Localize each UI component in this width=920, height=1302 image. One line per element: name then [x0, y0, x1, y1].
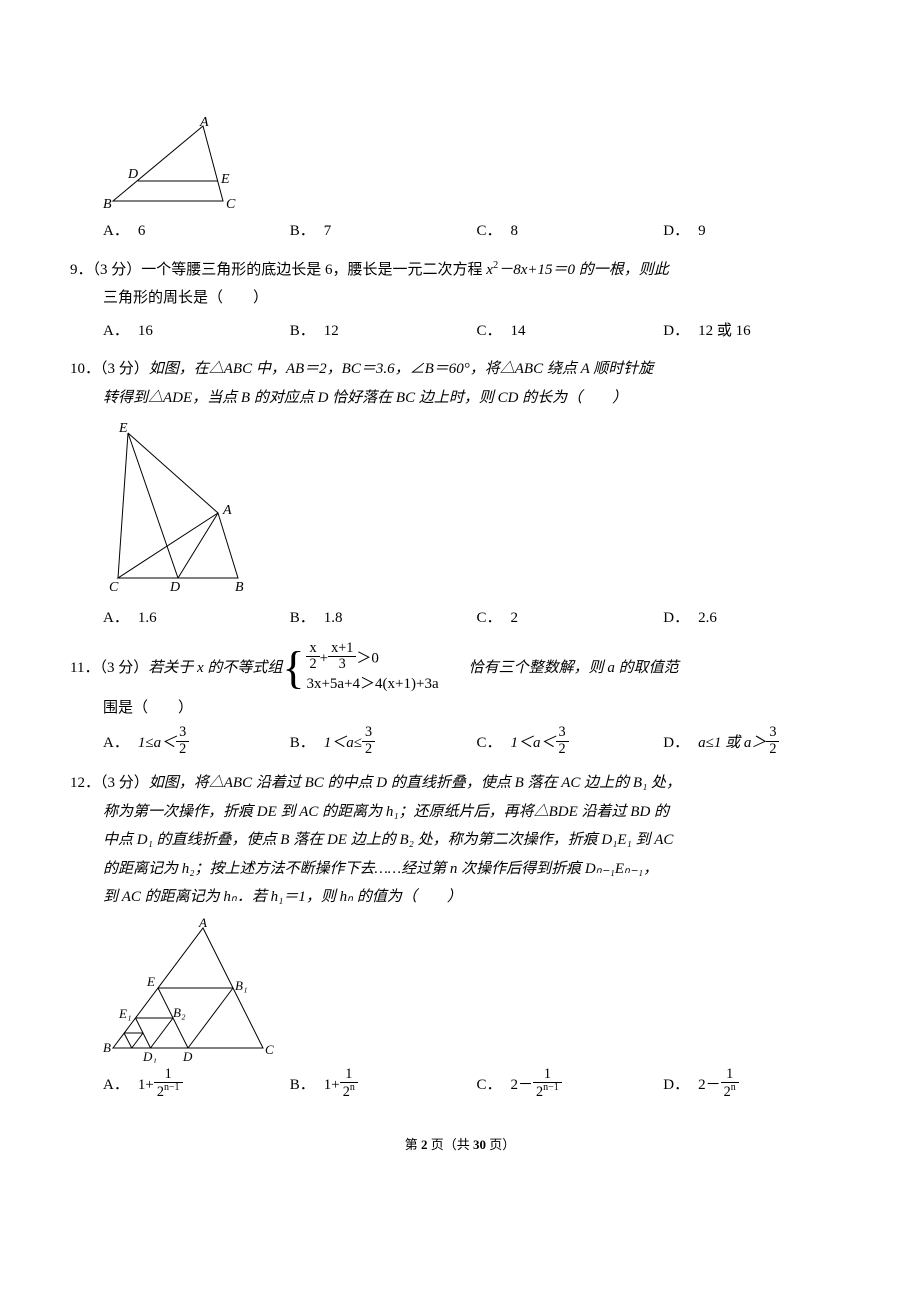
q12-option-c[interactable]: C． 2－ 12n−1 — [477, 1069, 664, 1103]
q8-option-d[interactable]: D．9 — [663, 217, 850, 246]
q11-stem-2: 围是（ ） — [70, 694, 850, 723]
q9-option-d[interactable]: D．12 或 16 — [663, 317, 850, 346]
q10-stem-2: 转得到△ADE，当点 B 的对应点 D 恰好落在 BC 边上时，则 CD 的长为… — [70, 384, 850, 413]
q11-system: { x2+x+13＞0 3x+5a+4＞4(x+1)+3a — [282, 643, 438, 695]
svg-text:B: B — [103, 1040, 111, 1055]
svg-text:B: B — [103, 197, 112, 211]
q10-stem: 10．（3 分）如图，在△ABC 中，AB＝2，BC＝3.6，∠B＝60°，将△… — [70, 355, 850, 384]
svg-text:A: A — [199, 116, 209, 130]
q9-option-c[interactable]: C．14 — [477, 317, 664, 346]
q10-option-b[interactable]: B．1.8 — [290, 604, 477, 633]
svg-text:C: C — [109, 580, 119, 595]
question-10: 10．（3 分）如图，在△ABC 中，AB＝2，BC＝3.6，∠B＝60°，将△… — [70, 355, 850, 633]
q12-line-4: 到 AC 的距离记为 hₙ．若 h₁＝1，则 hₙ 的值为（ ） — [70, 883, 850, 912]
svg-text:C: C — [265, 1042, 274, 1057]
question-12: 12．（3 分）如图，将△ABC 沿着过 BC 的中点 D 的直线折叠，使点 B… — [70, 769, 850, 1103]
question-11: 11．（3 分）若关于 x 的不等式组 { x2+x+13＞0 3x+5a+4＞… — [70, 643, 850, 760]
svg-text:B₂: B₂ — [173, 1005, 186, 1020]
q8-option-c[interactable]: C．8 — [477, 217, 664, 246]
q12-option-a[interactable]: A． 1+ 12n−1 — [103, 1069, 290, 1103]
q9-options: A．16 B．12 C．14 D．12 或 16 — [70, 317, 850, 346]
q10-option-a[interactable]: A．1.6 — [103, 604, 290, 633]
q11-stem: 11．（3 分）若关于 x 的不等式组 { x2+x+13＞0 3x+5a+4＞… — [70, 643, 850, 695]
q10-option-d[interactable]: D．2.6 — [663, 604, 850, 633]
svg-text:D₁: D₁ — [142, 1049, 157, 1063]
q9-stem-2: 三角形的周长是（ ） — [70, 284, 850, 313]
svg-text:E₁: E₁ — [118, 1006, 131, 1021]
svg-text:A: A — [198, 918, 207, 930]
q10-figure: A B C D E — [70, 418, 850, 598]
q12-line-0: 12．（3 分）如图，将△ABC 沿着过 BC 的中点 D 的直线折叠，使点 B… — [70, 769, 850, 798]
svg-text:B: B — [235, 580, 244, 595]
q12-option-d[interactable]: D． 2－ 12n — [663, 1069, 850, 1103]
q10-option-c[interactable]: C．2 — [477, 604, 664, 633]
q10-options: A．1.6 B．1.8 C．2 D．2.6 — [70, 604, 850, 633]
q9-stem: 9．（3 分）一个等腰三角形的底边长是 6，腰长是一元二次方程 x2－8x+15… — [70, 256, 850, 285]
q11-option-d[interactable]: D．a≤1 或 a＞32 — [663, 727, 850, 759]
q12-line-2: 中点 D₁ 的直线折叠，使点 B 落在 DE 边上的 B₂ 处，称为第二次操作，… — [70, 826, 850, 855]
q12-options: A． 1+ 12n−1 B． 1+ 12n C． 2－ 12n−1 D． 2－ … — [70, 1069, 850, 1103]
q11-option-c[interactable]: C．1＜a＜32 — [477, 727, 664, 759]
page-footer: 第 2 页（共 30 页） — [70, 1133, 850, 1158]
q8-options: A．6 B．7 C．8 D．9 — [70, 217, 850, 246]
q8-option-b[interactable]: B．7 — [290, 217, 477, 246]
svg-text:A: A — [222, 503, 232, 518]
svg-text:D: D — [127, 167, 138, 182]
q11-option-a[interactable]: A．1≤a＜32 — [103, 727, 290, 759]
q12-option-b[interactable]: B． 1+ 12n — [290, 1069, 477, 1103]
svg-text:E: E — [118, 421, 128, 436]
q8-figure: A B C D E — [70, 116, 850, 211]
question-8: A B C D E A．6 B．7 C．8 D．9 — [70, 116, 850, 246]
svg-text:D: D — [169, 580, 180, 595]
q11-option-b[interactable]: B．1＜a≤32 — [290, 727, 477, 759]
question-9: 9．（3 分）一个等腰三角形的底边长是 6，腰长是一元二次方程 x2－8x+15… — [70, 256, 850, 346]
svg-text:E: E — [146, 974, 155, 989]
q12-figure: A B C D E B₁ B₂ D₁ E₁ — [70, 918, 850, 1063]
q12-line-3: 的距离记为 h₂；按上述方法不断操作下去……经过第 n 次操作后得到折痕 Dₙ₋… — [70, 855, 850, 884]
svg-text:C: C — [226, 197, 236, 211]
svg-text:B₁: B₁ — [235, 978, 247, 993]
q9-option-b[interactable]: B．12 — [290, 317, 477, 346]
q12-line-1: 称为第一次操作，折痕 DE 到 AC 的距离为 h₁；还原纸片后，再将△BDE … — [70, 798, 850, 827]
q11-options: A．1≤a＜32 B．1＜a≤32 C．1＜a＜32 D．a≤1 或 a＞32 — [70, 727, 850, 759]
q8-option-a[interactable]: A．6 — [103, 217, 290, 246]
svg-text:D: D — [182, 1049, 193, 1063]
svg-text:E: E — [220, 172, 230, 187]
q9-option-a[interactable]: A．16 — [103, 317, 290, 346]
